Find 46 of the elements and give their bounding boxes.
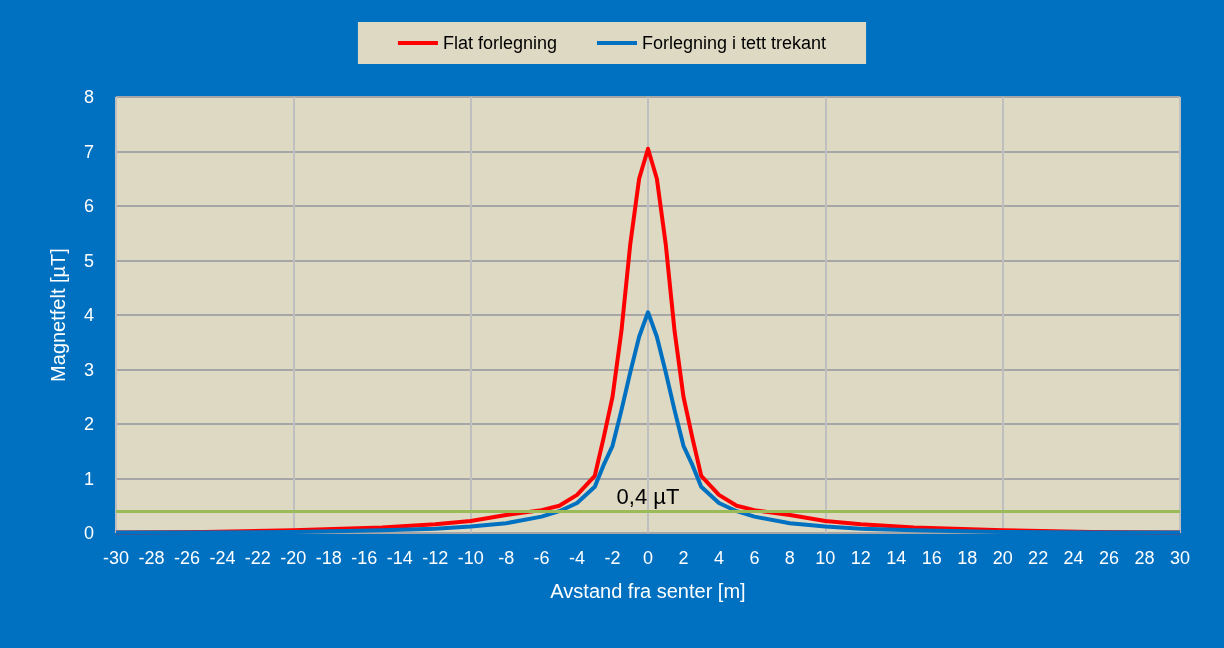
y-tick-label: 3 bbox=[83, 359, 94, 380]
x-tick-label: -16 bbox=[351, 548, 378, 568]
x-tick-label: 8 bbox=[784, 548, 795, 568]
y-tick-label: 4 bbox=[83, 305, 94, 325]
y-tick-label: 1 bbox=[83, 468, 94, 489]
x-tick-label: -10 bbox=[457, 548, 484, 568]
y-tick-label: 7 bbox=[83, 141, 94, 162]
x-tick-label: -4 bbox=[569, 548, 586, 568]
x-tick-label: -24 bbox=[209, 548, 236, 568]
y-tick-label: 6 bbox=[83, 196, 94, 216]
x-tick-label: 26 bbox=[1099, 548, 1120, 568]
x-tick-label: 20 bbox=[992, 548, 1013, 568]
x-tick-label: 4 bbox=[713, 548, 724, 568]
legend-label: Forlegning i tett trekant bbox=[641, 33, 827, 53]
x-tick-label: -26 bbox=[173, 548, 200, 568]
line-series bbox=[114, 310, 1182, 535]
x-tick-label: -14 bbox=[386, 548, 413, 568]
x-tick-label: 22 bbox=[1028, 548, 1049, 568]
x-tick-label: 28 bbox=[1134, 548, 1155, 568]
x-tick-label: 6 bbox=[749, 548, 760, 568]
y-tick-label: 8 bbox=[83, 87, 94, 107]
y-tick-label: 0 bbox=[83, 523, 94, 543]
x-tick-label: -6 bbox=[533, 548, 550, 568]
legend-label: Flat forlegning bbox=[442, 33, 557, 53]
x-tick-label: -8 bbox=[498, 548, 515, 568]
x-tick-label: 14 bbox=[886, 548, 907, 568]
y-axis-title: Magnetfelt [µT] bbox=[47, 248, 69, 382]
ref-line-label: 0,4 µT bbox=[616, 483, 680, 509]
x-tick-label: 2 bbox=[678, 548, 689, 568]
x-tick-label: 18 bbox=[957, 548, 978, 568]
x-tick-label: 0 bbox=[642, 548, 654, 568]
x-tick-label: 16 bbox=[921, 548, 942, 568]
x-tick-label: -28 bbox=[138, 548, 165, 568]
y-tick-label: 5 bbox=[83, 250, 94, 271]
x-tick-label: 30 bbox=[1169, 548, 1191, 568]
x-tick-label: -30 bbox=[102, 548, 130, 568]
x-tick-label: -22 bbox=[244, 548, 271, 568]
x-tick-label: -18 bbox=[315, 548, 342, 568]
x-tick-label: -2 bbox=[604, 548, 621, 568]
x-tick-label: 10 bbox=[815, 548, 836, 568]
x-tick-label: 12 bbox=[850, 548, 871, 568]
x-tick-label: -12 bbox=[422, 548, 449, 568]
x-tick-label: 24 bbox=[1063, 548, 1084, 568]
x-axis-title: Avstand fra senter [m] bbox=[550, 580, 746, 602]
y-tick-label: 2 bbox=[83, 414, 94, 434]
x-tick-label: -20 bbox=[280, 548, 307, 568]
